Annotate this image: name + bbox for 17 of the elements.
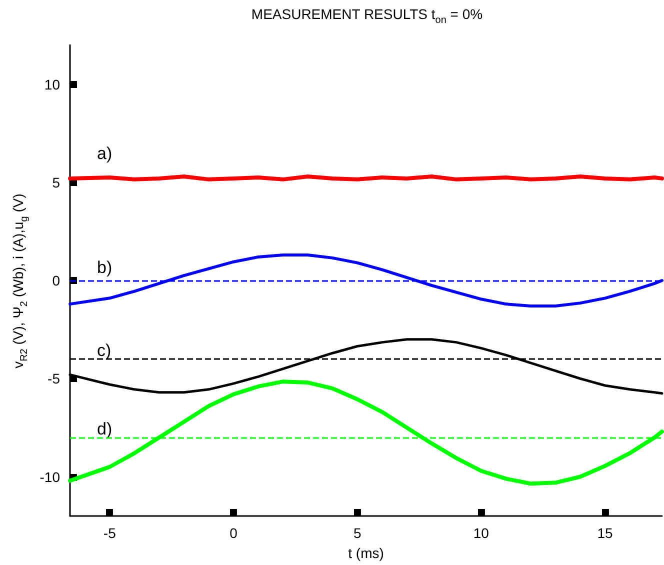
x-axis-title: t (ms) [348,545,384,561]
y-tick-label: -5 [48,370,60,387]
annotation: a) [97,144,112,163]
y-tick-label: 5 [52,174,60,190]
annotation: d) [97,420,112,439]
x-tick-label: -5 [103,525,116,541]
annotation: b) [97,258,112,277]
annotation: c) [97,341,112,360]
line-series [68,380,664,486]
y-tick-label: 10 [44,76,60,92]
x-tick-label: 10 [473,525,490,541]
x-tick-label: 5 [353,525,362,541]
y-tick-label: 0 [52,272,60,288]
x-tick-label: 15 [597,525,614,541]
chart-title: MEASUREMENT RESULTS t$_{on}$ = 0% [250,6,484,26]
x-tick-label: 0 [230,525,238,541]
y-tick-label: -10 [40,468,60,485]
